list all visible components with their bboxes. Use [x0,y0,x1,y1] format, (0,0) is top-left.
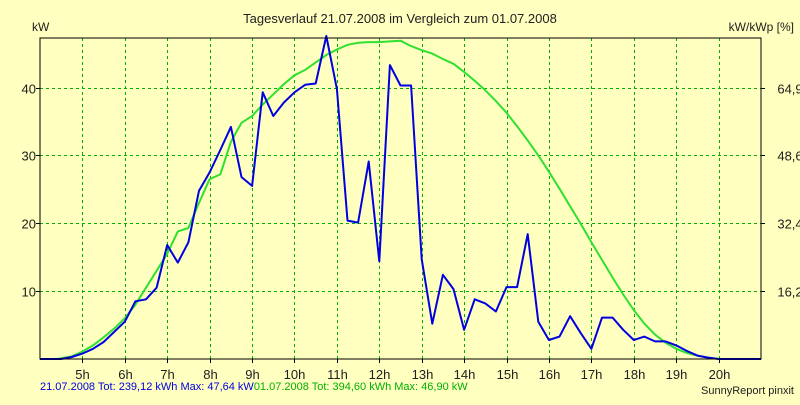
footer-credit: SunnyReport pinxit [701,385,794,397]
x-tick-label: 15h [497,367,519,382]
y2-tick-label: 16,2 [777,285,800,300]
chart-title: Tagesverlauf 21.07.2008 im Vergleich zum… [243,11,557,26]
x-tick-label: 10h [284,367,306,382]
footer-legend: 21.07.2008 Tot: 239,12 kWh Max: 47,64 kW… [40,381,468,394]
x-tick-label: 5h [75,367,89,382]
x-tick-label: 16h [539,367,561,382]
plot-border [39,37,762,360]
legend-green-text: 01.07.2008 Tot: 394,60 kWh Max: 46,90 kW [253,381,468,393]
x-tick-label: 18h [624,367,646,382]
y2-tick-label: 64,9 [777,82,800,97]
x-tick-label: 17h [581,367,603,382]
y-tick-label: 20 [22,217,36,232]
grid-layer [40,38,761,359]
x-tick-label: 6h [118,367,132,382]
y2-tick-label: 32,4 [777,217,800,232]
y2-tick-label: 48,6 [777,149,800,164]
x-tick-label: 20h [709,367,731,382]
x-tick-label: 11h [327,367,348,382]
x-tick-label: 14h [454,367,476,382]
y-tick-label: 30 [22,149,36,164]
x-tick-label: 12h [369,367,391,382]
y2-axis-label: kW/kWp [%] [729,20,794,34]
x-tick-label: 9h [245,367,259,382]
legend-blue-text: 21.07.2008 Tot: 239,12 kWh Max: 47,64 kW [40,381,254,393]
tick-layer: 5h 6h 7h 8h 9h 10h 11h 12h 13h 14h 15h 16h 17h 18h 19h… [22,82,800,383]
series-layer [40,35,761,360]
series-line-blue [40,35,761,360]
x-tick-label: 13h [412,367,434,382]
y-tick-label: 10 [22,285,36,300]
x-tick-label: 8h [203,367,217,382]
y-tick-label: 40 [22,82,36,97]
y-axis-label: kW [32,20,50,34]
x-tick-label: 7h [160,367,174,382]
x-tick-label: 19h [666,367,688,382]
